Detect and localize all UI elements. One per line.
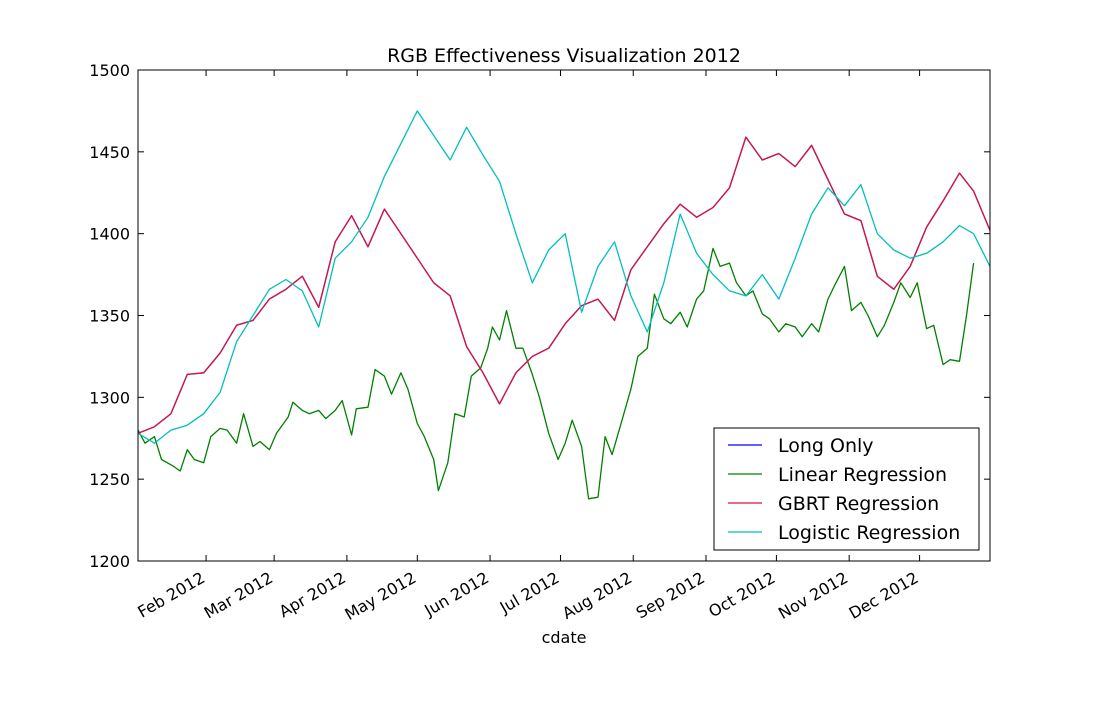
chart-title: RGB Effectiveness Visualization 2012: [387, 45, 741, 67]
series-line-logistic-regression: [138, 110, 990, 444]
legend-label: Linear Regression: [778, 464, 947, 486]
legend-label: Long Only: [778, 435, 874, 457]
y-tick-label: 1200: [89, 552, 130, 571]
y-tick-label: 1500: [89, 61, 130, 80]
x-axis-label: cdate: [542, 628, 587, 647]
y-tick-label: 1300: [89, 388, 130, 407]
y-tick-label: 1250: [89, 470, 130, 489]
series-line-linear-regression: [138, 247, 975, 500]
y-tick-label: 1450: [89, 143, 130, 162]
plot-series-group: [138, 110, 990, 500]
y-axis: 1200 1250 1300 1350 1400 1450 1500: [89, 61, 990, 571]
legend-label: GBRT Regression: [778, 493, 939, 515]
legend: Long Only Linear Regression GBRT Regressio…: [713, 427, 980, 551]
y-tick-label: 1400: [89, 225, 130, 244]
y-tick-label: 1350: [89, 307, 130, 326]
series-line-gbrt-regression: [138, 136, 990, 434]
legend-label: Logistic Regression: [778, 522, 960, 544]
legend-box: [713, 427, 980, 551]
